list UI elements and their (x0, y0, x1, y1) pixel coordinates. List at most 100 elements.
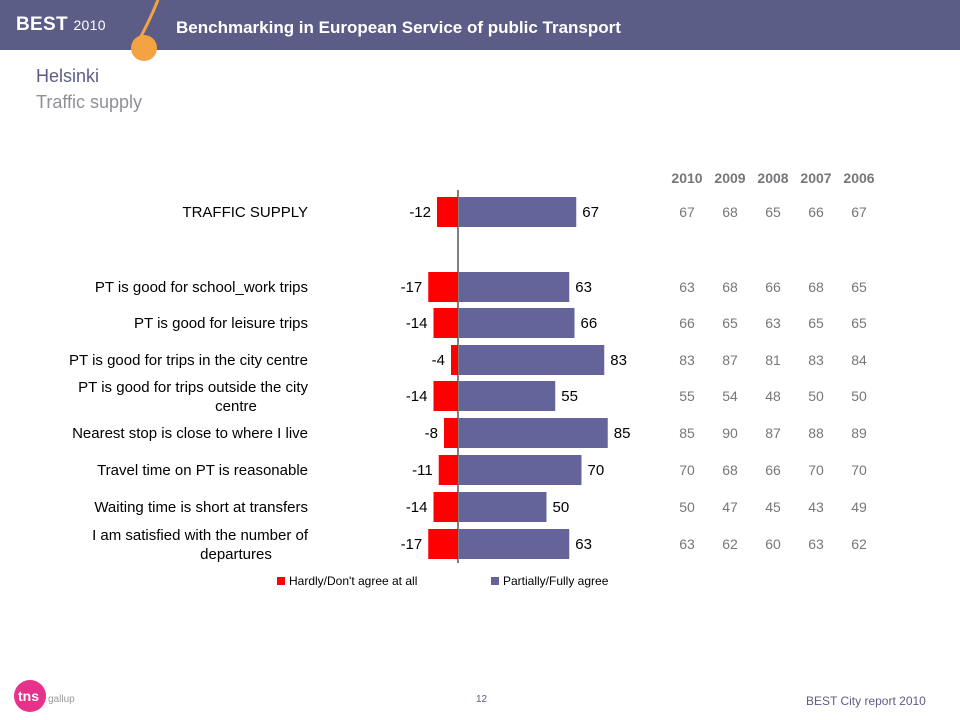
best-label: BEST (16, 14, 68, 35)
history-value: 68 (808, 279, 824, 295)
history-value: 60 (765, 536, 781, 552)
agree-bar (459, 418, 608, 448)
disagree-value: -4 (432, 352, 445, 369)
history-value: 48 (765, 388, 781, 404)
disagree-bar (433, 381, 458, 411)
legend-disagree-swatch (277, 577, 285, 585)
legend-agree-swatch (491, 577, 499, 585)
history-value: 62 (851, 536, 867, 552)
history-value: 88 (808, 425, 824, 441)
disagree-bar (438, 455, 458, 485)
agree-value: 63 (575, 279, 592, 296)
banner-swoosh-icon (131, 0, 160, 61)
agree-bar (459, 197, 577, 227)
history-value: 62 (722, 536, 738, 552)
disagree-bar (433, 492, 458, 522)
agree-bar (459, 308, 575, 338)
page-number: 12 (476, 694, 488, 705)
category-label-line2: centre (215, 398, 257, 415)
disagree-value: -14 (406, 499, 428, 516)
history-value: 70 (679, 462, 695, 478)
best-year: 2010 (73, 17, 106, 33)
agree-value: 67 (582, 204, 599, 221)
legend-agree-label: Partially/Fully agree (503, 574, 609, 588)
category-label: PT is good for trips outside the city (78, 379, 308, 396)
history-value: 55 (679, 388, 695, 404)
report-name: BEST City report 2010 (806, 694, 926, 708)
history-value: 47 (722, 499, 738, 515)
disagree-value: -11 (412, 462, 433, 479)
page-title: Helsinki (36, 66, 100, 86)
history-value: 70 (808, 462, 824, 478)
history-value: 63 (679, 279, 695, 295)
svg-text:gallup: gallup (48, 694, 75, 705)
disagree-value: -12 (409, 204, 431, 221)
history-value: 45 (765, 499, 781, 515)
year-header: 2008 (757, 170, 788, 186)
disagree-value: -14 (406, 388, 428, 405)
disagree-bar (428, 272, 458, 302)
header-banner: BEST 2010 Benchmarking in European Servi… (0, 0, 960, 50)
history-value: 70 (851, 462, 867, 478)
agree-bar (459, 455, 582, 485)
agree-bar (459, 381, 556, 411)
category-label: Waiting time is short at transfers (94, 499, 308, 516)
history-value: 68 (722, 204, 738, 220)
history-value: 63 (765, 315, 781, 331)
disagree-bar (451, 345, 458, 375)
history-value: 63 (679, 536, 695, 552)
year-header: 2006 (843, 170, 874, 186)
history-value: 66 (808, 204, 824, 220)
category-label: PT is good for school_work trips (95, 279, 308, 296)
history-value: 67 (679, 204, 695, 220)
disagree-value: -8 (425, 425, 438, 442)
category-label: TRAFFIC SUPPLY (182, 204, 308, 221)
banner-title: Benchmarking in European Service of publ… (176, 18, 621, 37)
history-value: 65 (851, 279, 867, 295)
agree-value: 63 (575, 536, 592, 553)
disagree-value: -14 (406, 315, 428, 332)
best-logo: BEST 2010 (16, 14, 106, 36)
history-value: 85 (679, 425, 695, 441)
disagree-bar (444, 418, 458, 448)
history-value: 49 (851, 499, 867, 515)
svg-text:tns: tns (18, 688, 39, 704)
category-label: PT is good for leisure trips (134, 315, 308, 332)
agree-value: 70 (588, 462, 605, 479)
history-value: 50 (808, 388, 824, 404)
history-value: 68 (722, 462, 738, 478)
history-value: 89 (851, 425, 867, 441)
page-subtitle: Traffic supply (36, 92, 143, 112)
tns-gallup-logo: tns gallup (14, 680, 75, 712)
year-header: 2009 (714, 170, 745, 186)
agree-bar (459, 492, 547, 522)
history-value: 83 (679, 352, 695, 368)
history-value: 66 (765, 462, 781, 478)
history-value: 87 (722, 352, 738, 368)
history-value: 65 (851, 315, 867, 331)
category-label: Travel time on PT is reasonable (97, 462, 308, 479)
disagree-bar (437, 197, 458, 227)
history-value: 66 (765, 279, 781, 295)
category-label: PT is good for trips in the city centre (69, 352, 308, 369)
history-value: 83 (808, 352, 824, 368)
agree-value: 85 (614, 425, 631, 442)
history-value: 66 (679, 315, 695, 331)
agree-value: 66 (581, 315, 598, 332)
agree-bar (459, 345, 605, 375)
year-header: 2007 (800, 170, 831, 186)
history-value: 65 (765, 204, 781, 220)
agree-bar (459, 272, 570, 302)
history-value: 43 (808, 499, 824, 515)
agree-value: 50 (553, 499, 570, 516)
history-value: 65 (722, 315, 738, 331)
history-value: 50 (679, 499, 695, 515)
disagree-value: -17 (401, 536, 423, 553)
legend-disagree-label: Hardly/Don't agree at all (289, 574, 417, 588)
category-label-line2: departures (200, 546, 272, 563)
agree-value: 83 (610, 352, 627, 369)
history-value: 63 (808, 536, 824, 552)
history-value: 65 (808, 315, 824, 331)
history-value: 84 (851, 352, 867, 368)
